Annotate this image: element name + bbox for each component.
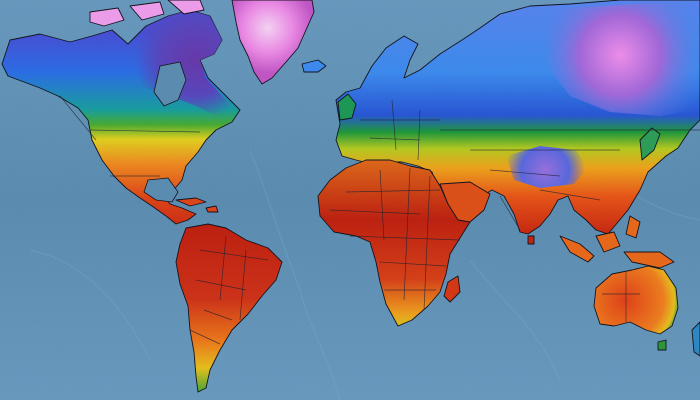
world-temperature-map[interactable] xyxy=(0,0,700,400)
terrain-texture xyxy=(0,0,700,400)
